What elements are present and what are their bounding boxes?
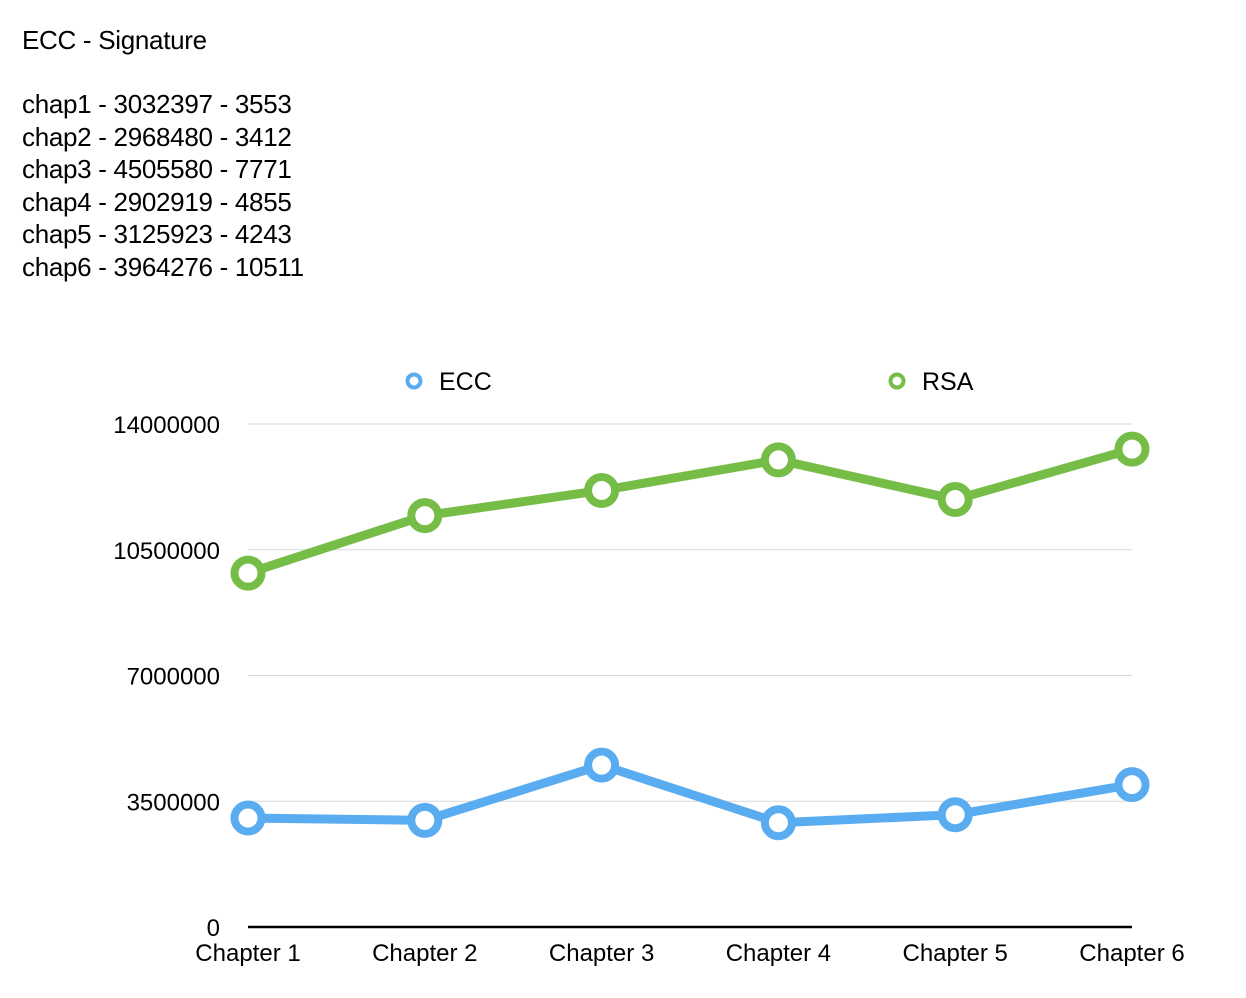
data-point <box>937 481 973 517</box>
legend: ECC RSA <box>405 368 974 396</box>
note-line: chap4 - 2902919 - 4855 <box>22 186 292 217</box>
note-line: chap6 - 3964276 - 10511 <box>22 251 304 282</box>
grid-lines <box>248 423 1132 929</box>
data-point <box>407 802 443 838</box>
legend-item: RSA <box>888 368 974 396</box>
note-line: chap1 - 3032397 - 3553 <box>22 89 292 119</box>
y-tick-label: 10500000 <box>113 538 220 565</box>
notes-list: chap1 - 3032397 - 3553 chap2 - 2968480 -… <box>22 88 304 283</box>
x-tick-label: Chapter 5 <box>902 940 1007 967</box>
series-line <box>243 444 1137 578</box>
note-line: chap2 - 2968480 - 3412 <box>22 121 292 152</box>
y-axis-tick-labels: 0 3500000 7000000 10500000 14000000 <box>113 412 220 942</box>
y-tick-label: 0 <box>207 915 220 942</box>
note-line: chap5 - 3125923 - 4243 <box>22 219 292 249</box>
data-point <box>407 498 443 534</box>
x-tick-label: Chapter 4 <box>726 940 831 967</box>
x-tick-label: Chapter 1 <box>195 940 300 967</box>
y-tick-label: 7000000 <box>127 664 220 691</box>
series-ecc <box>230 747 1150 841</box>
x-tick-label: Chapter 6 <box>1079 940 1184 967</box>
data-point <box>760 442 796 478</box>
series-line <box>243 760 1137 828</box>
legend-label: RSA <box>922 368 974 396</box>
legend-label: ECC <box>439 368 492 396</box>
data-point <box>230 800 266 836</box>
y-tick-label: 3500000 <box>127 789 220 816</box>
series-rsa <box>230 431 1150 591</box>
legend-marker <box>405 372 423 390</box>
data-point <box>230 555 266 591</box>
data-point <box>1114 431 1150 467</box>
y-tick-label: 14000000 <box>113 412 220 439</box>
page-title: ECC - Signature <box>22 25 207 55</box>
data-point <box>937 797 973 833</box>
data-point <box>584 472 620 508</box>
legend-marker <box>888 372 906 390</box>
x-tick-label: Chapter 3 <box>549 940 654 967</box>
data-point <box>1114 767 1150 803</box>
legend-item: ECC <box>405 368 492 396</box>
data-point <box>760 805 796 841</box>
x-axis-tick-labels: Chapter 1 Chapter 2 Chapter 3 Chapter 4 Chap… <box>195 940 1184 967</box>
x-tick-label: Chapter 2 <box>372 940 477 967</box>
series-lines <box>230 431 1150 841</box>
data-point <box>584 747 620 783</box>
note-line: chap3 - 4505580 - 7771 <box>22 154 292 184</box>
